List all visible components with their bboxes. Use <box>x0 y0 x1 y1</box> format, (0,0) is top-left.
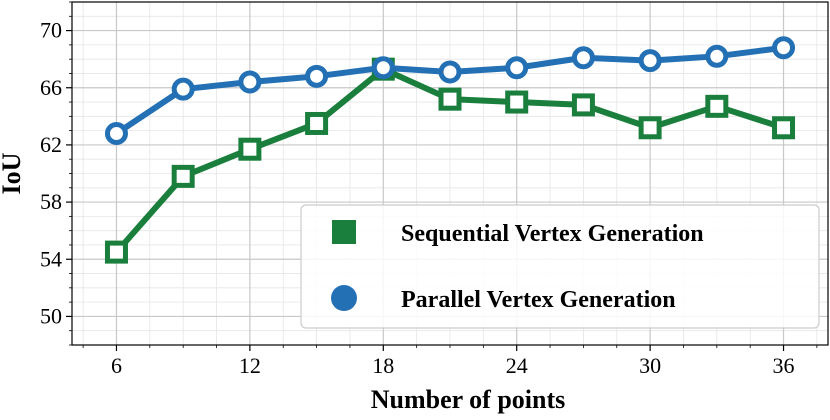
data-point-sequential <box>305 111 329 135</box>
data-point-parallel <box>104 121 128 145</box>
data-point-parallel <box>171 77 195 101</box>
legend-label-parallel: Parallel Vertex Generation <box>401 287 676 313</box>
data-point-parallel <box>705 44 729 68</box>
data-point-parallel <box>305 64 329 88</box>
y-axis-title: IoU <box>0 152 26 194</box>
data-point-parallel <box>571 46 595 70</box>
y-tick-label: 50 <box>40 303 62 328</box>
series-layer <box>104 36 796 264</box>
data-point-sequential <box>505 90 529 114</box>
x-tick-label: 12 <box>239 353 261 378</box>
legend-marker-square <box>332 220 356 244</box>
y-tick-label: 62 <box>40 132 62 157</box>
legend-box <box>300 204 820 329</box>
legend-label-sequential: Sequential Vertex Generation <box>401 221 704 247</box>
y-tick-label: 58 <box>40 189 62 214</box>
data-point-sequential <box>171 164 195 188</box>
data-point-sequential <box>705 94 729 118</box>
y-tick-label: 54 <box>40 246 62 271</box>
data-point-sequential <box>238 137 262 161</box>
y-tick-label: 70 <box>40 18 62 43</box>
y-tick-label: 66 <box>40 75 62 100</box>
axis-tick-labels: 6 12 18 24 30 36 50 54 58 62 66 70 <box>40 18 795 378</box>
x-tick-label: 18 <box>372 353 394 378</box>
data-point-sequential <box>571 93 595 117</box>
data-point-parallel <box>638 49 662 73</box>
data-point-sequential <box>438 87 462 111</box>
legend: Sequential Vertex Generation Parallel Ve… <box>300 204 820 329</box>
data-point-sequential <box>104 240 128 264</box>
data-point-parallel <box>371 56 395 80</box>
x-axis-title: Number of points <box>371 385 566 414</box>
legend-marker-circle <box>331 285 357 311</box>
data-point-parallel <box>505 56 529 80</box>
data-point-parallel <box>438 60 462 84</box>
axis-ticks <box>66 1 818 351</box>
x-tick-label: 36 <box>773 353 795 378</box>
x-tick-label: 30 <box>639 353 661 378</box>
x-tick-label: 24 <box>506 353 528 378</box>
data-point-sequential <box>638 116 662 140</box>
x-tick-label: 6 <box>111 353 122 378</box>
data-point-parallel <box>238 70 262 94</box>
data-point-sequential <box>772 116 796 140</box>
data-point-parallel <box>772 36 796 60</box>
